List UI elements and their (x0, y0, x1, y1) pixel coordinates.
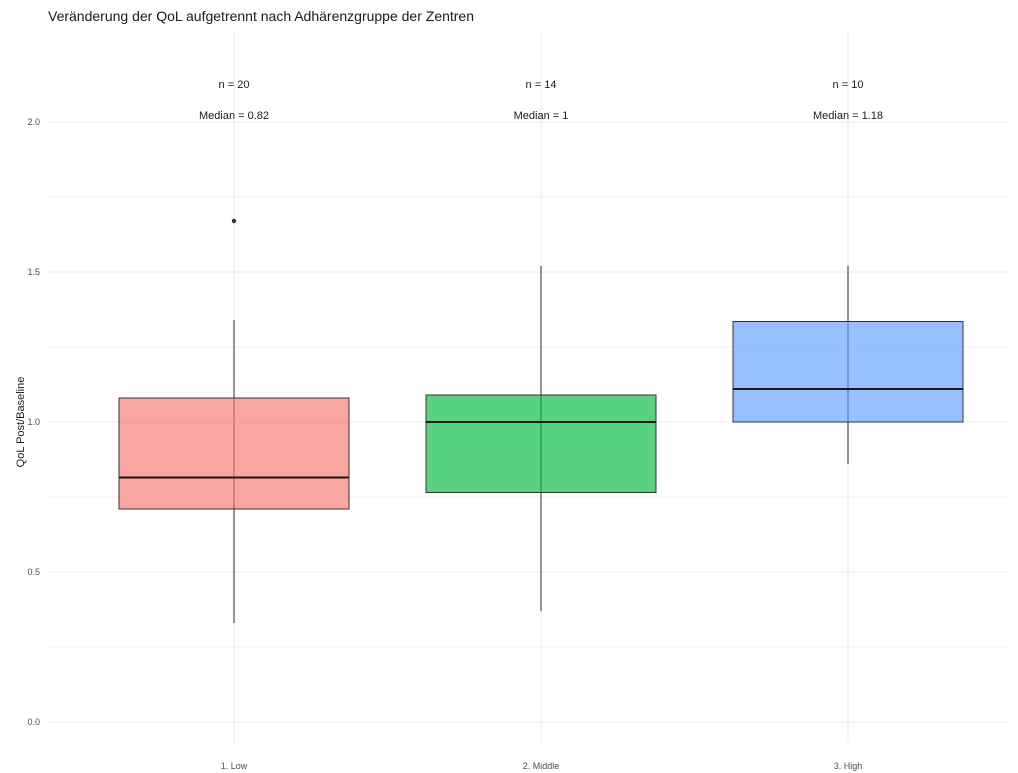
x-tick-label: 2. Middle (523, 761, 560, 771)
y-tick-label: 0.5 (27, 567, 40, 577)
box-layer (118, 218, 964, 623)
y-axis-label: QoL Post/Baseline (15, 377, 27, 468)
outlier-point (231, 218, 237, 224)
x-tick-label: 1. Low (221, 761, 248, 771)
y-tick-label: 2.0 (27, 117, 40, 127)
n-annotation: n = 10 (833, 79, 864, 91)
chart-title: Veränderung der QoL aufgetrennt nach Adh… (48, 8, 475, 24)
median-annotation: Median = 1 (514, 110, 569, 122)
n-annotation: n = 14 (526, 79, 557, 91)
x-tick-label: 3. High (834, 761, 863, 771)
box (425, 394, 657, 493)
median-annotation: Median = 0.82 (199, 110, 269, 122)
box (732, 321, 964, 423)
text-layer: 0.0 0.5 1.0 1.5 2.0 QoL Post/Baseline n = 20 Me… (15, 79, 883, 771)
y-tick-label: 0.0 (27, 717, 40, 727)
y-tick-label: 1.0 (27, 417, 40, 427)
median-annotation: Median = 1.18 (813, 110, 883, 122)
y-tick-label: 1.5 (27, 267, 40, 277)
box (118, 397, 350, 510)
n-annotation: n = 20 (219, 79, 250, 91)
